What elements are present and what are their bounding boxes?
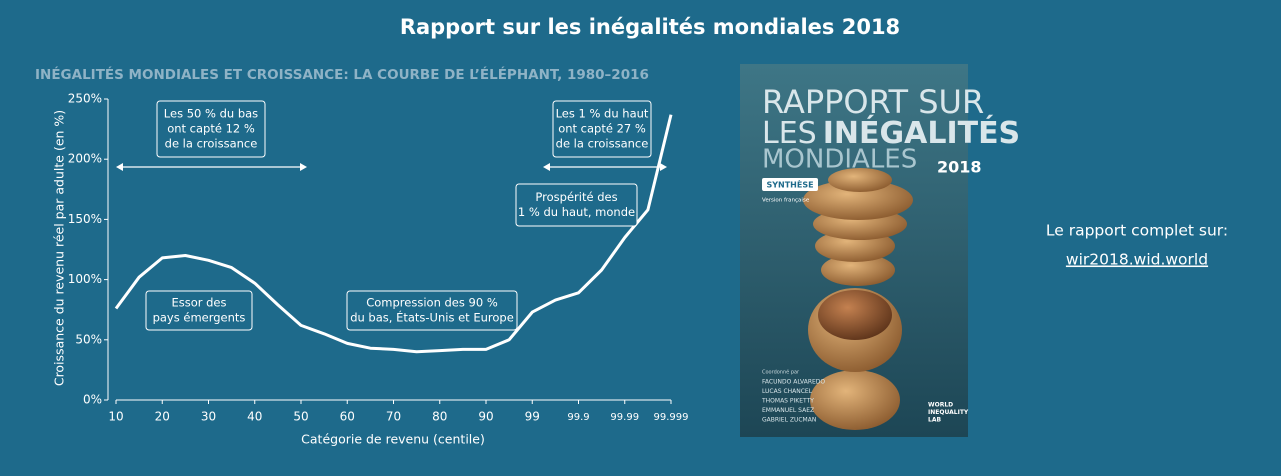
annotation: Essor des [171,296,226,310]
cover-title: LES INÉGALITÉS [762,115,1020,151]
cover-author: EMMANUEL SAEZ [762,407,814,414]
annotation-box [156,100,266,158]
annotation: 1 % du haut, monde [518,205,635,219]
cover-title: MONDIALES [762,145,917,175]
annotation-box [145,290,253,331]
cover-author: THOMAS PIKETTY [761,398,814,405]
annotation: Prospérité des [535,190,617,204]
x-tick-label: 60 [340,410,355,424]
y-tick-label: 200% [68,152,102,166]
x-tick-label: 30 [201,410,216,424]
cover-logo: LAB [928,417,941,424]
annotation: Compression des 90 % [366,296,498,310]
x-tick-label: 70 [386,410,401,424]
annotation-box [552,100,652,158]
cover-title: LES [762,116,817,151]
report-link[interactable]: wir2018.wid.world [1066,251,1208,269]
y-axis-label: Croissance du revenu réel par adulte (en… [52,110,67,386]
y-tick-label: 50% [75,332,102,346]
x-tick-label: 99.99 [610,412,639,423]
chart-title: INÉGALITÉS MONDIALES ET CROISSANCE: LA C… [35,66,649,83]
cover-author: FACUNDO ALVAREDO [762,379,825,386]
annotation: ont capté 27 % [558,122,646,136]
x-tick-label: 90 [478,410,493,424]
x-axis-label: Catégorie de revenu (centile) [301,432,485,447]
report-cover: RAPPORT SUR LES INÉGALITÉS MONDIALES 2018… [740,64,1020,437]
x-tick-label: 20 [155,410,170,424]
annotation: Les 1 % du haut [556,107,649,121]
cover-title: RAPPORT SUR [762,83,984,121]
annotation-box [515,183,638,227]
cover-author: LUCAS CHANCEL [762,388,813,395]
annotation: pays émergents [153,311,246,325]
x-tick-label: 99.999 [654,412,689,423]
annotation: du bas, États-Unis et Europe [350,310,514,325]
x-tick-label: 99 [525,410,540,424]
cover-edition: Version française [762,198,810,204]
cover-logo: INEQUALITY [928,409,969,416]
annotation-box [346,290,518,331]
line [114,114,673,354]
x-tick-label: 99.9 [567,412,589,423]
y-tick-label: 100% [68,272,102,286]
cover-logo: WORLD [928,402,953,409]
annotation: de la croissance [556,137,649,151]
y-tick-label: 0% [83,393,102,407]
annotation: ont capté 12 % [167,122,255,136]
x-tick-label: 80 [432,410,447,424]
page-title: Rapport sur les inégalités mondiales 201… [400,15,900,39]
cover-year: 2018 [937,158,982,177]
side-text: Le rapport complet sur: [1046,222,1228,240]
x-tick-label: 40 [247,410,262,424]
cover-author: GABRIEL ZUCMAN [762,417,816,424]
arrows [116,163,667,171]
y-tick-label: 250% [68,92,102,106]
y-tick-label: 150% [68,212,102,226]
cover-badge: SYNTHÈSE [766,179,813,190]
annotation: Les 50 % du bas [164,107,258,121]
cover-coordinated: Coordonné par [762,369,800,376]
annotation: de la croissance [165,137,258,151]
cover-title: INÉGALITÉS [823,115,1020,151]
x-tick-label: 50 [293,410,308,424]
x-tick-label: 10 [108,410,123,424]
